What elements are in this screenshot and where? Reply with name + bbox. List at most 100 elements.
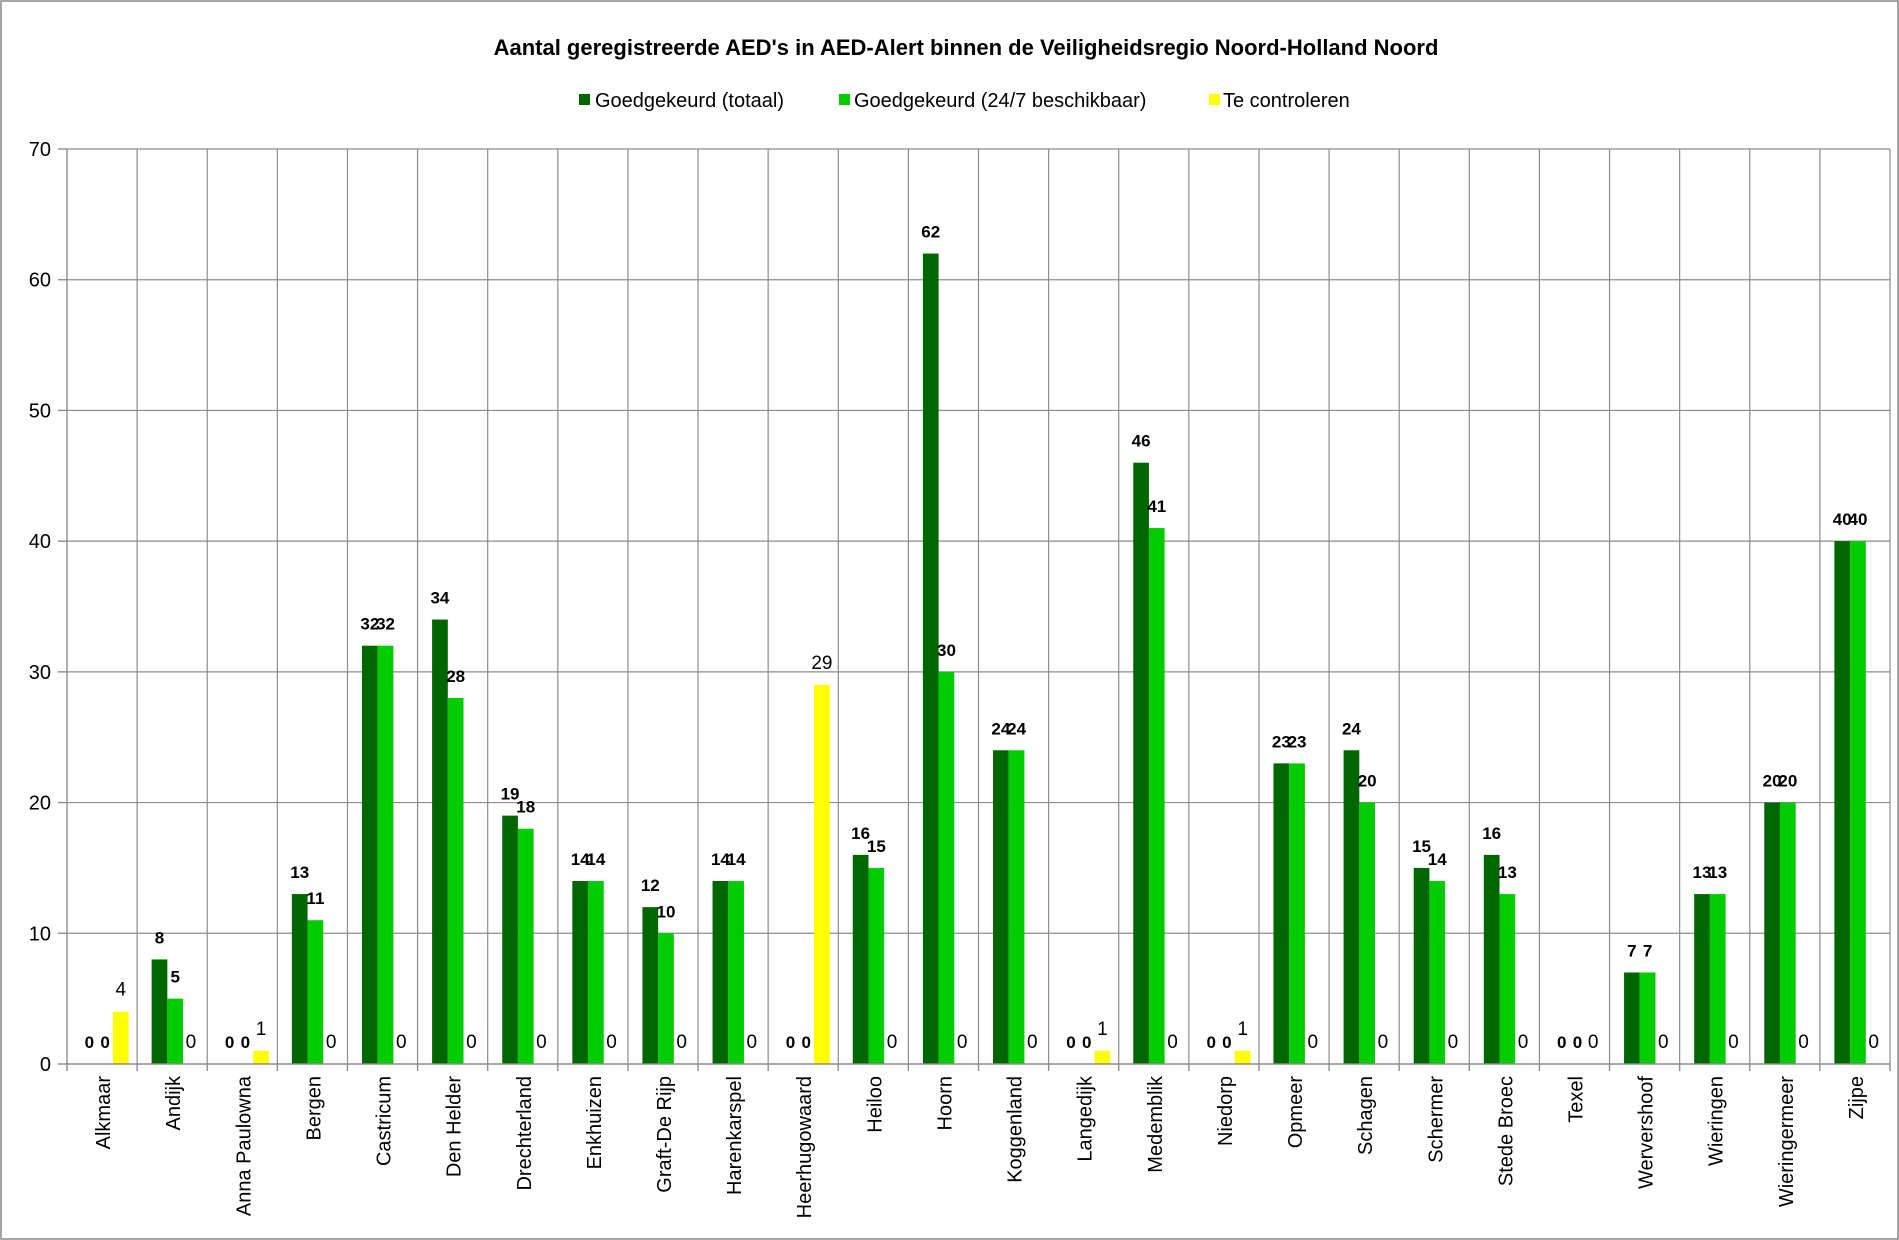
data-label-goedgekeurd-totaal-harenkarspel: 14 [711, 850, 730, 869]
data-label-goedgekeurd-24-7-beschikbaar-schagen: 20 [1358, 772, 1377, 791]
xtick-label-stede-broec: Stede Broec [1495, 1076, 1517, 1186]
data-label-goedgekeurd-totaal-drechterland: 19 [501, 785, 520, 804]
chart-title: Aantal geregistreerde AED's in AED-Alert… [494, 35, 1439, 60]
bar-goedgekeurd-24-7-beschikbaar-hoorn [938, 671, 955, 1064]
legend: Goedgekeurd (totaal) Goedgekeurd (24/7 b… [579, 90, 1350, 112]
data-label-goedgekeurd-24-7-beschikbaar-stede-broec: 13 [1498, 863, 1517, 882]
bar-goedgekeurd-totaal-schermer [1413, 867, 1430, 1064]
data-label-goedgekeurd-totaal-graft-de-rijp: 12 [641, 876, 660, 895]
data-label-goedgekeurd-24-7-beschikbaar-andijk: 5 [170, 968, 179, 987]
data-label-goedgekeurd-24-7-beschikbaar-den-helder: 28 [446, 667, 465, 686]
bar-te-controleren-langedijk [1094, 1050, 1111, 1064]
data-label-goedgekeurd-24-7-beschikbaar-wieringermeer: 20 [1778, 772, 1797, 791]
data-label-te-controleren-wieringen: 0 [1728, 1032, 1739, 1053]
data-label-te-controleren-zijpe: 0 [1868, 1032, 1879, 1053]
ytick-label-70: 70 [29, 139, 51, 161]
bar-goedgekeurd-totaal-graft-de-rijp [642, 907, 659, 1064]
data-label-goedgekeurd-24-7-beschikbaar-langedijk: 0 [1082, 1033, 1091, 1052]
bar-goedgekeurd-24-7-beschikbaar-bergen [307, 920, 324, 1064]
legend-label-goedgekeurd-totaal: Goedgekeurd (totaal) [595, 90, 784, 112]
data-label-te-controleren-castricum: 0 [396, 1032, 407, 1053]
data-label-te-controleren-wervershoof: 0 [1658, 1032, 1669, 1053]
xtick-label-schagen: Schagen [1355, 1076, 1377, 1155]
bar-goedgekeurd-24-7-beschikbaar-graft-de-rijp [658, 933, 674, 1064]
data-label-goedgekeurd-24-7-beschikbaar-bergen: 11 [306, 889, 324, 908]
bar-goedgekeurd-24-7-beschikbaar-enkhuizen [588, 881, 604, 1064]
xtick-label-medemblik: Medemblik [1145, 1075, 1167, 1173]
bar-goedgekeurd-24-7-beschikbaar-wieringermeer [1779, 802, 1796, 1064]
data-label-goedgekeurd-totaal-texel: 0 [1557, 1033, 1566, 1052]
xtick-label-hoorn: Hoorn [934, 1076, 956, 1130]
bar-goedgekeurd-24-7-beschikbaar-castricum [377, 645, 394, 1064]
data-label-te-controleren-langedijk: 1 [1097, 1019, 1108, 1040]
bar-goedgekeurd-24-7-beschikbaar-medemblik [1148, 528, 1165, 1064]
xtick-label-wervershoof: Wervershoof [1636, 1076, 1658, 1189]
xtick-label-alkmaar: Alkmaar [93, 1076, 115, 1150]
data-label-goedgekeurd-totaal-zijpe: 40 [1833, 510, 1852, 529]
xtick-label-anna-paulowna: Anna Paulowna [233, 1075, 255, 1216]
data-label-goedgekeurd-totaal-stede-broec: 16 [1482, 824, 1501, 843]
bar-goedgekeurd-totaal-heiloo [852, 854, 869, 1064]
bar-te-controleren-anna-paulowna [253, 1050, 269, 1064]
ytick-label-30: 30 [29, 662, 51, 684]
bar-goedgekeurd-24-7-beschikbaar-andijk [167, 998, 184, 1064]
bar-goedgekeurd-24-7-beschikbaar-drechterland [517, 828, 534, 1064]
xtick-label-bergen: Bergen [303, 1076, 325, 1141]
data-label-goedgekeurd-24-7-beschikbaar-koggenland: 24 [1007, 719, 1026, 738]
bar-goedgekeurd-totaal-schagen [1343, 750, 1360, 1064]
data-label-goedgekeurd-totaal-koggenland: 24 [991, 719, 1010, 738]
data-label-goedgekeurd-24-7-beschikbaar-castricum: 32 [376, 615, 395, 634]
data-label-goedgekeurd-24-7-beschikbaar-enkhuizen: 14 [586, 850, 605, 869]
xtick-label-texel: Texel [1565, 1076, 1587, 1123]
ytick-label-20: 20 [29, 793, 51, 815]
bar-goedgekeurd-totaal-harenkarspel [712, 881, 729, 1064]
xtick-label-langedijk: Langedijk [1075, 1075, 1097, 1162]
bar-goedgekeurd-totaal-andijk [151, 959, 168, 1064]
data-label-te-controleren-texel: 0 [1588, 1032, 1599, 1053]
bar-goedgekeurd-24-7-beschikbaar-schermer [1429, 881, 1446, 1064]
xtick-label-enkhuizen: Enkhuizen [584, 1076, 606, 1169]
data-label-goedgekeurd-totaal-castricum: 32 [360, 615, 379, 634]
data-label-te-controleren-harenkarspel: 0 [747, 1032, 758, 1053]
data-label-te-controleren-hoorn: 0 [957, 1032, 968, 1053]
ytick-label-0: 0 [40, 1054, 51, 1076]
gridlines [67, 148, 1891, 1064]
data-label-goedgekeurd-24-7-beschikbaar-medemblik: 41 [1147, 497, 1166, 516]
data-label-te-controleren-medemblik: 0 [1167, 1032, 1178, 1053]
bar-goedgekeurd-totaal-wervershoof [1624, 972, 1640, 1064]
data-label-goedgekeurd-24-7-beschikbaar-heerhugowaard: 0 [801, 1033, 810, 1052]
data-label-goedgekeurd-24-7-beschikbaar-graft-de-rijp: 10 [657, 902, 676, 921]
xtick-label-schermer: Schermer [1425, 1076, 1447, 1163]
data-label-goedgekeurd-24-7-beschikbaar-opmeer: 23 [1288, 732, 1307, 751]
bar-goedgekeurd-24-7-beschikbaar-schagen [1359, 802, 1376, 1064]
bar-goedgekeurd-totaal-koggenland [993, 750, 1009, 1064]
data-label-goedgekeurd-24-7-beschikbaar-hoorn: 30 [937, 641, 956, 660]
data-label-goedgekeurd-24-7-beschikbaar-schermer: 14 [1428, 850, 1447, 869]
data-label-te-controleren-drechterland: 0 [536, 1032, 547, 1053]
data-label-te-controleren-andijk: 0 [186, 1032, 197, 1053]
data-label-goedgekeurd-totaal-heerhugowaard: 0 [786, 1033, 795, 1052]
bar-goedgekeurd-24-7-beschikbaar-wervershoof [1639, 972, 1656, 1064]
data-label-goedgekeurd-totaal-schagen: 24 [1342, 719, 1361, 738]
data-label-goedgekeurd-24-7-beschikbaar-zijpe: 40 [1848, 510, 1867, 529]
legend-item-te-controleren: Te controleren [1209, 90, 1350, 112]
data-label-te-controleren-anna-paulowna: 1 [256, 1019, 267, 1040]
data-label-te-controleren-alkmaar: 4 [115, 980, 126, 1001]
data-label-goedgekeurd-totaal-hoorn: 62 [921, 223, 940, 242]
legend-label-goedgekeurd-24-7-beschikbaar: Goedgekeurd (24/7 beschikbaar) [854, 90, 1146, 112]
legend-swatch-te-controleren [1209, 94, 1220, 105]
bars [112, 253, 1866, 1065]
data-label-te-controleren-wieringermeer: 0 [1798, 1032, 1809, 1053]
data-label-te-controleren-koggenland: 0 [1027, 1032, 1038, 1053]
data-label-te-controleren-heiloo: 0 [887, 1032, 898, 1053]
data-label-goedgekeurd-totaal-anna-paulowna: 0 [225, 1033, 234, 1052]
data-label-te-controleren-schagen: 0 [1378, 1032, 1389, 1053]
data-label-te-controleren-bergen: 0 [326, 1032, 337, 1053]
data-label-goedgekeurd-24-7-beschikbaar-drechterland: 18 [516, 798, 535, 817]
bar-goedgekeurd-24-7-beschikbaar-opmeer [1289, 763, 1305, 1064]
data-label-goedgekeurd-totaal-bergen: 13 [290, 863, 309, 882]
bar-goedgekeurd-totaal-hoorn [922, 253, 939, 1065]
data-label-te-controleren-stede-broec: 0 [1518, 1032, 1529, 1053]
bar-goedgekeurd-24-7-beschikbaar-zijpe [1850, 541, 1866, 1064]
